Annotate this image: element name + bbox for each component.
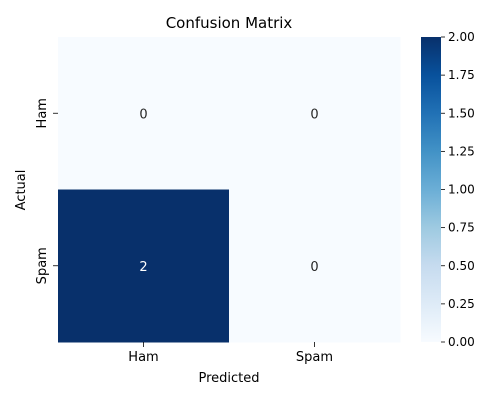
y-tick-label: Ham [35,98,50,128]
cell-annotation: 0 [310,107,318,122]
colorbar [421,37,441,342]
x-tick-label: Spam [296,350,333,365]
colorbar-tick-label: 1.00 [448,183,475,197]
colorbar-tick-label: 1.75 [448,68,475,82]
cell-annotation: 0 [139,107,147,122]
colorbar-tick-label: 0.75 [448,221,475,235]
cell-annotation: 2 [139,260,147,275]
colorbar-tick-label: 0.50 [448,259,475,273]
colorbar-tick-label: 1.50 [448,106,475,120]
colorbar-ticks: 0.00 0.25 0.50 0.75 1.00 1.25 1.50 1.75 2.00 [441,30,475,349]
x-axis-ticks: Ham Spam [128,342,333,365]
x-axis-label: Predicted [198,371,259,386]
colorbar-tick-label: 1.25 [448,144,475,158]
colorbar-tick-label: 0.00 [448,335,475,349]
cell-annotation: 0 [310,260,318,275]
colorbar-tick-label: 0.25 [448,297,475,311]
heatmap-cells [58,37,401,343]
y-tick-label: Spam [35,247,50,284]
x-tick-label: Ham [128,350,158,365]
y-axis-ticks: Ham Spam [35,98,58,284]
y-axis-label: Actual [14,170,29,211]
chart-title: Confusion Matrix [166,14,293,32]
colorbar-tick-label: 2.00 [448,30,475,44]
